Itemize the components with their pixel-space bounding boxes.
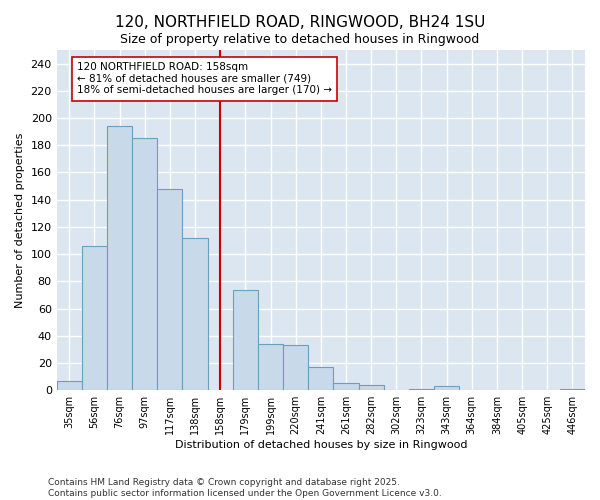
- Bar: [283, 346, 308, 390]
- Bar: [434, 386, 459, 390]
- Text: 120, NORTHFIELD ROAD, RINGWOOD, BH24 1SU: 120, NORTHFIELD ROAD, RINGWOOD, BH24 1SU: [115, 15, 485, 30]
- Y-axis label: Number of detached properties: Number of detached properties: [15, 132, 25, 308]
- Bar: [359, 385, 384, 390]
- Bar: [182, 238, 208, 390]
- Text: Contains HM Land Registry data © Crown copyright and database right 2025.
Contai: Contains HM Land Registry data © Crown c…: [48, 478, 442, 498]
- Bar: [56, 380, 82, 390]
- Bar: [560, 389, 585, 390]
- Bar: [409, 389, 434, 390]
- Bar: [258, 344, 283, 390]
- Bar: [308, 367, 334, 390]
- Text: 120 NORTHFIELD ROAD: 158sqm
← 81% of detached houses are smaller (749)
18% of se: 120 NORTHFIELD ROAD: 158sqm ← 81% of det…: [77, 62, 332, 96]
- Bar: [334, 384, 359, 390]
- Bar: [107, 126, 132, 390]
- Bar: [82, 246, 107, 390]
- X-axis label: Distribution of detached houses by size in Ringwood: Distribution of detached houses by size …: [175, 440, 467, 450]
- Bar: [233, 290, 258, 390]
- Bar: [132, 138, 157, 390]
- Bar: [157, 189, 182, 390]
- Text: Size of property relative to detached houses in Ringwood: Size of property relative to detached ho…: [121, 32, 479, 46]
